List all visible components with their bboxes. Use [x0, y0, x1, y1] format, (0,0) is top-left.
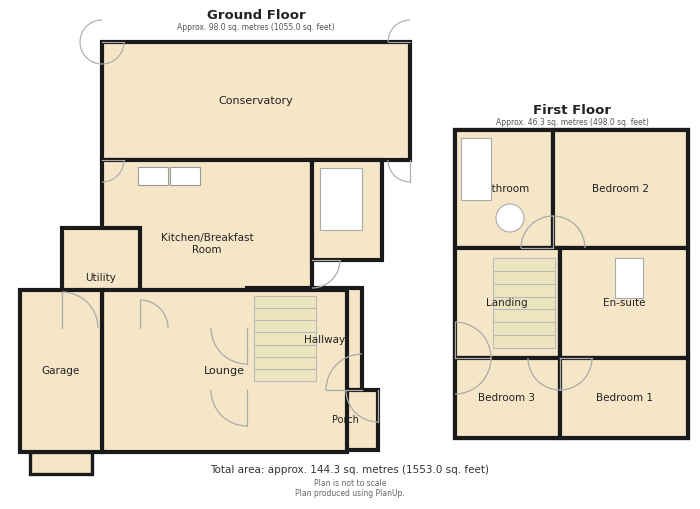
Bar	[102, 290, 347, 452]
Text: Conservatory: Conservatory	[218, 96, 293, 106]
Bar	[560, 248, 688, 358]
Bar	[560, 358, 688, 438]
Text: En-suite: En-suite	[603, 298, 645, 308]
Bar	[455, 248, 560, 358]
Bar	[62, 228, 140, 328]
Text: Ground Floor: Ground Floor	[206, 9, 305, 21]
Circle shape	[496, 204, 524, 232]
Text: Garage: Garage	[42, 366, 80, 376]
Text: Hallway: Hallway	[304, 335, 346, 345]
Text: Total area: approx. 144.3 sq. metres (1553.0 sq. feet): Total area: approx. 144.3 sq. metres (15…	[211, 465, 489, 475]
Bar	[320, 168, 362, 230]
Text: Bedroom 3: Bedroom 3	[479, 393, 536, 403]
Bar	[455, 130, 688, 438]
Bar	[615, 258, 643, 298]
Text: Plan produced using PlanUp.: Plan produced using PlanUp.	[295, 489, 405, 497]
Text: Lounge: Lounge	[204, 366, 244, 376]
Bar	[247, 288, 362, 390]
Text: Plan is not to scale: Plan is not to scale	[314, 478, 386, 488]
Text: Bedroom 2: Bedroom 2	[592, 184, 648, 194]
Text: Porch: Porch	[332, 415, 358, 425]
Bar	[20, 290, 102, 452]
Text: Kitchen/Breakfast
Room: Kitchen/Breakfast Room	[161, 233, 253, 255]
Text: Utility: Utility	[85, 273, 116, 283]
Bar	[138, 167, 168, 185]
Text: Approx. 98.0 sq. metres (1055.0 sq. feet): Approx. 98.0 sq. metres (1055.0 sq. feet…	[177, 22, 335, 32]
Bar	[455, 130, 553, 248]
Bar	[455, 358, 560, 438]
Bar	[461, 138, 491, 200]
Bar	[102, 42, 410, 160]
Bar	[170, 167, 200, 185]
Text: First Floor: First Floor	[533, 103, 611, 117]
Text: Landing: Landing	[486, 298, 528, 308]
Bar	[313, 390, 378, 450]
Bar	[102, 160, 312, 328]
Bar	[553, 130, 688, 248]
Text: Approx. 46.3 sq. metres (498.0 sq. feet): Approx. 46.3 sq. metres (498.0 sq. feet)	[496, 118, 648, 127]
Text: Wet
Room: Wet Room	[333, 199, 361, 221]
Bar	[312, 160, 382, 260]
Text: Bedroom 1: Bedroom 1	[596, 393, 652, 403]
Bar	[30, 452, 92, 474]
Bar	[493, 258, 555, 348]
Bar	[254, 296, 316, 381]
Text: Bathroom: Bathroom	[478, 184, 530, 194]
